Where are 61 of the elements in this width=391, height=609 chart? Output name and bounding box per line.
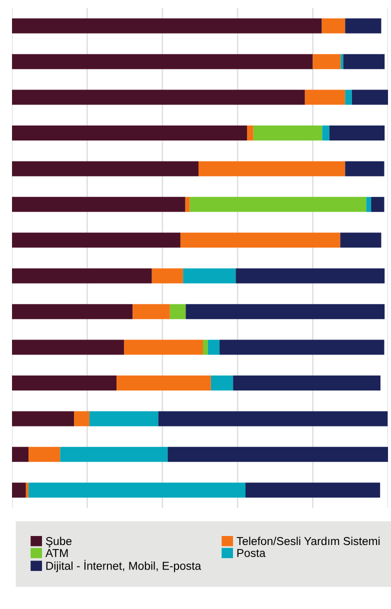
bar [245,482,380,498]
bar [60,446,168,462]
bar [74,411,90,426]
bar [186,304,385,320]
legend-label: Dijital - İnternet, Mobil, E-posta [46,560,202,572]
bar [190,196,366,212]
bar [220,340,384,355]
bar [12,18,322,34]
bar [12,376,117,390]
bar [304,90,346,105]
bar [12,482,26,498]
bar [152,268,184,284]
bar [158,411,388,426]
bar [116,376,211,390]
bar [183,268,236,284]
bar [203,340,208,355]
legend-label: Posta [237,549,266,558]
legend-label: Şube [46,536,72,548]
bar [366,196,372,212]
legend-label: Telefon/Sesli Yardım Sistemi [236,536,380,546]
bar [124,340,204,355]
bar [340,232,382,248]
bar [12,446,29,462]
bar [132,304,170,320]
bar [12,340,124,355]
bar [236,268,385,284]
bar [345,18,382,34]
bar [28,446,60,462]
bar [329,126,385,140]
bar [12,196,186,212]
bar [340,54,344,70]
bar [89,411,158,426]
bar [12,90,305,105]
bar [12,304,133,320]
bar [345,161,384,176]
bar [12,232,180,248]
legend-label: ATM [45,549,68,557]
bar [322,18,346,34]
bar [12,126,247,140]
bar [312,54,341,70]
bar [12,411,74,426]
bar [233,376,380,390]
bar [371,196,384,212]
bar [343,54,385,70]
bar [185,196,190,212]
bar [170,304,186,320]
bar [180,232,340,248]
bar [253,126,322,140]
bar [208,340,220,355]
bar [198,161,346,176]
bar [322,126,330,140]
bar [210,376,234,390]
bar [352,90,388,105]
bar [247,126,254,140]
bar [28,482,246,498]
bar [168,446,388,462]
bar [26,482,29,498]
bar [345,90,352,105]
bar [12,161,198,176]
bar [12,268,152,284]
bar [12,54,313,70]
